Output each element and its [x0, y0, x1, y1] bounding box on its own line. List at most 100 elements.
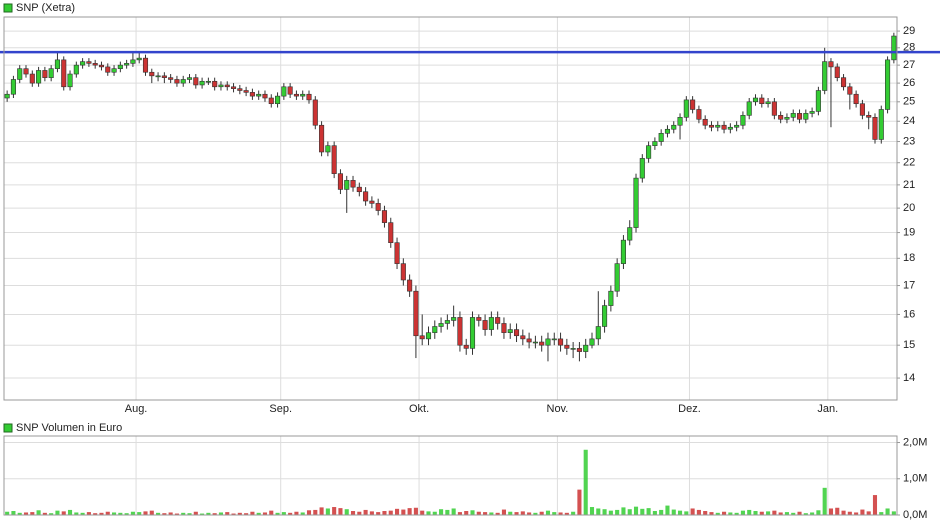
volume-bar	[885, 508, 890, 515]
volume-bar	[476, 511, 481, 515]
volume-bar	[168, 512, 173, 515]
volume-bar	[262, 512, 268, 515]
volume-bar	[338, 508, 343, 515]
volume-bar	[715, 512, 720, 515]
volume-bar	[722, 511, 727, 515]
candle-body	[237, 88, 243, 91]
volume-bar	[608, 510, 613, 515]
candle-body	[300, 93, 306, 97]
y-tick-label: 16	[903, 308, 915, 320]
volume-bar	[602, 509, 607, 515]
y-tick-label: 1,0M	[903, 473, 927, 485]
candle-body	[602, 305, 608, 327]
volume-bar	[671, 509, 676, 515]
volume-bar	[891, 511, 896, 515]
volume-bar	[879, 512, 884, 515]
candle-body	[199, 80, 205, 86]
candle-body	[702, 118, 708, 126]
volume-bar	[61, 511, 66, 515]
candle-body	[124, 63, 130, 66]
candle-body	[325, 145, 331, 153]
candle-body	[337, 173, 343, 190]
y-tick-label: 2,0M	[903, 436, 927, 448]
volume-bar	[432, 511, 437, 515]
volume-bar	[332, 507, 337, 515]
volume-bar	[118, 512, 123, 515]
y-tick-label: 22	[903, 157, 915, 169]
candle-body	[570, 348, 576, 350]
candle-body	[690, 99, 696, 110]
candle-body	[469, 317, 476, 349]
candle-body	[98, 64, 105, 68]
volume-bar	[577, 489, 582, 515]
volume-bar	[206, 512, 211, 515]
candle-body	[778, 115, 784, 120]
volume-panel: 0,0M 1,0M 2,0M	[4, 436, 927, 521]
volume-bar	[539, 511, 544, 515]
volume-bar	[791, 512, 796, 515]
candle-body	[545, 338, 551, 346]
volume-bar	[514, 512, 519, 515]
candle-body	[230, 86, 237, 89]
volume-bar	[30, 512, 35, 515]
volume-bar	[803, 513, 808, 515]
volume-bar	[772, 510, 777, 515]
volume-bar	[200, 513, 205, 515]
candle-body	[281, 86, 287, 97]
candle-body	[130, 59, 136, 64]
candle-body	[413, 290, 419, 337]
volume-bar	[810, 512, 815, 515]
volume-bar	[382, 511, 387, 515]
volume-bar	[589, 507, 595, 515]
y-tick-label: 24	[903, 115, 915, 127]
candle-body	[86, 61, 92, 64]
candle-body	[872, 116, 878, 140]
candle-body	[708, 124, 715, 128]
candle-body	[620, 239, 626, 264]
candle-body	[23, 68, 29, 75]
volume-bar	[684, 511, 689, 515]
candle-body	[822, 61, 828, 91]
candle-body	[312, 99, 318, 126]
candle-body	[136, 57, 142, 61]
volume-bar	[816, 510, 821, 515]
volume-bar	[646, 508, 651, 515]
y-tick-label: 19	[903, 226, 915, 238]
volume-bar	[822, 487, 827, 515]
candle-body	[551, 338, 557, 341]
volume-bar	[583, 449, 588, 515]
volume-bar	[162, 513, 167, 515]
candle-body	[205, 80, 211, 83]
volume-bar	[766, 511, 771, 515]
candle-body	[457, 317, 463, 346]
candle-body	[212, 80, 218, 88]
volume-bar	[457, 512, 462, 515]
volume-bar	[281, 512, 286, 515]
candle-body	[249, 92, 255, 97]
volume-bar	[23, 512, 29, 515]
volume-bar	[313, 509, 318, 515]
volume-bar	[401, 509, 406, 515]
volume-bar	[835, 507, 840, 515]
volume-bar	[363, 509, 368, 515]
volume-bar	[112, 512, 117, 515]
candle-body	[168, 77, 174, 80]
candle-body	[161, 75, 167, 78]
volume-bar	[426, 511, 431, 515]
candle-body	[174, 79, 180, 84]
candle-body	[48, 68, 54, 78]
candle-body	[356, 186, 362, 193]
volume-bar	[174, 513, 179, 515]
volume-bar	[677, 510, 683, 515]
candle-body	[344, 180, 350, 190]
volume-bar	[753, 511, 758, 515]
volume-bar	[74, 512, 79, 515]
volume-bar	[797, 511, 802, 515]
candle-body	[67, 73, 73, 88]
candle-body	[306, 93, 312, 101]
volume-bar	[149, 510, 154, 515]
candle-body	[61, 59, 67, 88]
volume-bar	[728, 512, 733, 515]
volume-bar	[451, 508, 456, 515]
volume-bar	[376, 512, 381, 515]
